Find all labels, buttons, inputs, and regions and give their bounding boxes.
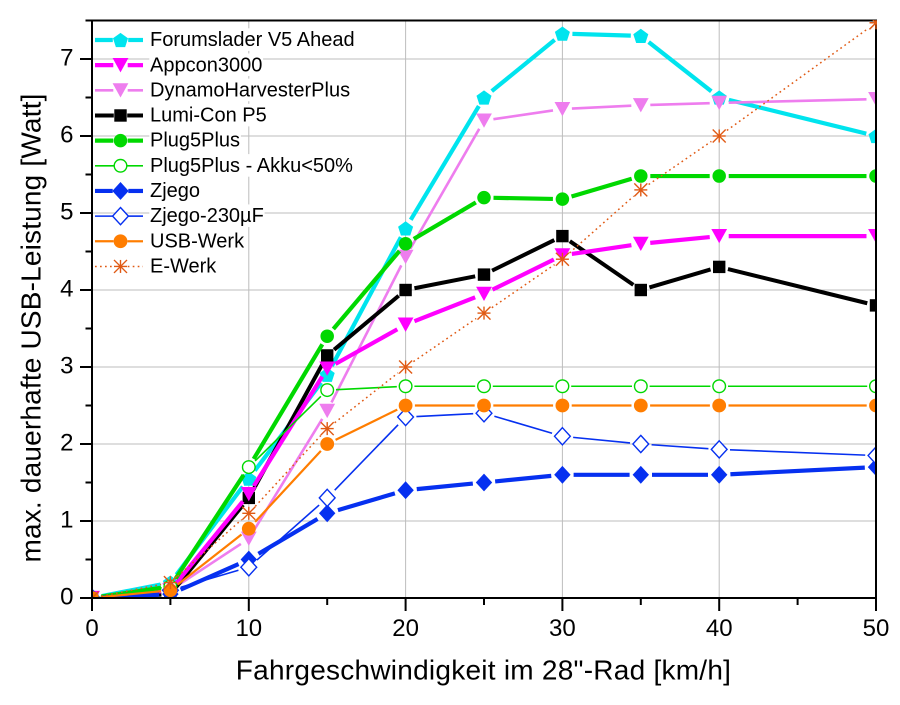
svg-text:Zjego-230µF: Zjego-230µF (150, 205, 264, 227)
svg-text:Plug5Plus - Akku<50%: Plug5Plus - Akku<50% (150, 155, 353, 177)
svg-text:4: 4 (60, 276, 73, 303)
svg-text:40: 40 (706, 615, 733, 642)
svg-text:max. dauerhafte USB-Leistung [: max. dauerhafte USB-Leistung [Watt] (15, 93, 46, 562)
svg-text:Fahrgeschwindigkeit im 28"-Rad: Fahrgeschwindigkeit im 28"-Rad [km/h] (236, 655, 731, 686)
svg-text:E-Werk: E-Werk (150, 256, 217, 278)
svg-text:0: 0 (60, 584, 73, 611)
svg-text:1: 1 (60, 507, 73, 534)
svg-text:0: 0 (85, 615, 98, 642)
svg-text:30: 30 (549, 615, 576, 642)
svg-text:DynamoHarvesterPlus: DynamoHarvesterPlus (150, 79, 350, 101)
svg-text:3: 3 (60, 353, 73, 380)
svg-text:5: 5 (60, 199, 73, 226)
svg-text:Zjego: Zjego (150, 180, 200, 202)
svg-text:20: 20 (392, 615, 419, 642)
svg-text:7: 7 (60, 45, 73, 72)
svg-text:Forumslader V5 Ahead: Forumslader V5 Ahead (150, 29, 355, 51)
svg-text:Plug5Plus: Plug5Plus (150, 130, 240, 152)
svg-text:Lumi-Con P5: Lumi-Con P5 (150, 105, 267, 127)
svg-text:Appcon3000: Appcon3000 (150, 54, 262, 76)
svg-text:6: 6 (60, 122, 73, 149)
svg-text:10: 10 (235, 615, 262, 642)
svg-text:50: 50 (863, 615, 890, 642)
svg-text:2: 2 (60, 430, 73, 457)
svg-text:USB-Werk: USB-Werk (150, 230, 245, 252)
